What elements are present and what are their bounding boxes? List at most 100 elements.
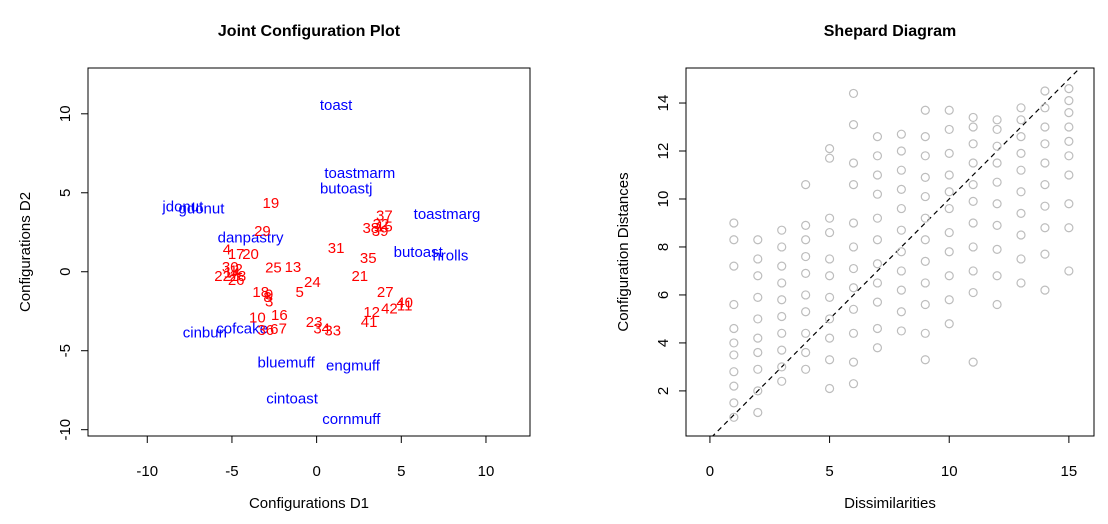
point: [824, 227, 835, 238]
y-axis-label: Configuration Distances: [615, 172, 632, 331]
point: [848, 283, 859, 293]
point-label: gdonut: [179, 200, 226, 217]
y-tick-label: 6: [655, 291, 672, 299]
point-label: 22: [214, 268, 231, 285]
x-axis-label: Dissimilarities: [844, 495, 936, 512]
point: [920, 191, 930, 202]
point-label: 35: [360, 250, 377, 267]
point: [872, 235, 883, 245]
point: [1040, 139, 1050, 149]
point: [729, 235, 739, 245]
point: [968, 266, 978, 276]
point: [848, 263, 859, 274]
point: [729, 338, 739, 348]
point: [753, 407, 763, 418]
point: [801, 347, 811, 358]
point-label: cornmuff: [322, 411, 381, 428]
point-label: 20: [242, 246, 259, 263]
point: [968, 196, 978, 206]
point: [944, 271, 954, 281]
point-label: 33: [324, 323, 341, 340]
point-label: 25: [265, 260, 282, 277]
point: [968, 179, 978, 190]
point: [896, 203, 906, 214]
point: [1016, 148, 1026, 159]
point-label: 1: [229, 263, 237, 280]
point: [848, 357, 859, 367]
point: [777, 261, 787, 271]
point: [1040, 86, 1050, 96]
y-tick-label: -5: [57, 344, 74, 357]
x-tick-label: 10: [478, 463, 495, 480]
point-label: toast: [320, 97, 353, 114]
point: [801, 179, 811, 190]
point: [872, 259, 883, 269]
point: [824, 144, 835, 154]
chart-title: Joint Configuration Plot: [218, 23, 401, 40]
point: [753, 235, 763, 245]
y-axis-label: Configurations D2: [17, 192, 34, 312]
point-label: 15: [376, 218, 393, 235]
y-tick-label: 10: [655, 191, 672, 208]
point-label: 37: [376, 207, 393, 224]
point: [968, 242, 978, 252]
point: [896, 165, 906, 175]
point: [848, 328, 859, 338]
point: [801, 290, 811, 300]
point: [729, 412, 739, 422]
point-label: 23: [306, 314, 323, 331]
x-tick-label: 5: [397, 463, 405, 480]
point: [872, 278, 883, 288]
point: [777, 376, 787, 386]
x-tick-label: 0: [312, 463, 320, 480]
point: [777, 295, 787, 305]
point: [777, 311, 787, 322]
point: [920, 105, 930, 115]
point: [1016, 187, 1026, 197]
point: [992, 271, 1002, 281]
point-label: 12: [363, 304, 380, 321]
point: [872, 170, 883, 180]
point: [968, 158, 978, 168]
point: [1064, 223, 1074, 233]
point: [872, 132, 883, 142]
point: [1064, 170, 1074, 180]
reference-line: [711, 68, 1081, 436]
x-axis-label: Configurations D1: [249, 495, 369, 512]
point-label: 28: [230, 268, 247, 285]
point: [896, 225, 906, 235]
point: [944, 187, 954, 197]
point: [896, 307, 906, 317]
point: [753, 254, 763, 264]
point: [896, 184, 906, 194]
point: [801, 220, 811, 230]
point: [729, 381, 739, 391]
plot-frame: [87, 67, 531, 437]
point: [968, 122, 978, 132]
point-label: toastmarm: [324, 165, 395, 182]
point: [1064, 266, 1074, 276]
y-tick-label: 0: [57, 268, 74, 276]
point: [801, 235, 811, 245]
point: [753, 314, 763, 324]
point: [848, 304, 859, 314]
point: [1064, 136, 1074, 147]
point: [777, 225, 787, 235]
point: [944, 170, 954, 180]
point-label: 8: [263, 289, 271, 306]
point-label: butoast: [394, 244, 444, 261]
point-label: 2: [235, 261, 243, 278]
point-label: cofcake: [216, 320, 268, 337]
point: [848, 242, 859, 252]
point: [944, 295, 954, 305]
point-label: 40: [396, 294, 413, 311]
point: [1040, 158, 1050, 168]
point: [968, 139, 978, 149]
point: [729, 299, 739, 310]
point-label: 29: [254, 223, 271, 240]
point-label: hrolls: [432, 248, 468, 265]
point: [992, 299, 1002, 310]
point-label: 7: [279, 320, 287, 337]
point: [801, 251, 811, 262]
y-tick-label: 8: [655, 243, 672, 251]
